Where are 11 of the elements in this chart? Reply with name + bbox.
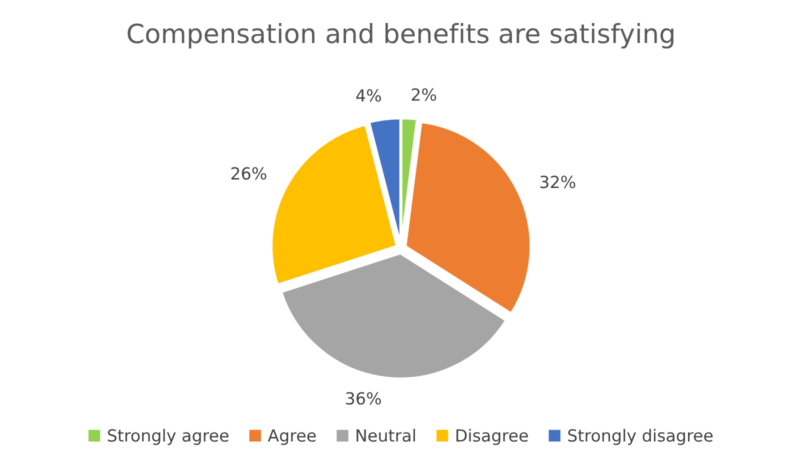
legend-label: Disagree (456, 428, 528, 445)
legend-label: Agree (268, 429, 316, 445)
legend-label: Strongly agree (108, 428, 228, 445)
data-label: 36% (346, 392, 381, 405)
legend-label: Strongly disagree (568, 428, 713, 445)
legend-label: Neutral (356, 428, 415, 442)
data-label: 4% (356, 89, 381, 102)
data-label: 2% (412, 88, 436, 101)
data-label: 26% (231, 167, 266, 180)
chart-title: Compensation and benefits are satisfying (128, 23, 674, 49)
data-label: 32% (540, 176, 576, 188)
